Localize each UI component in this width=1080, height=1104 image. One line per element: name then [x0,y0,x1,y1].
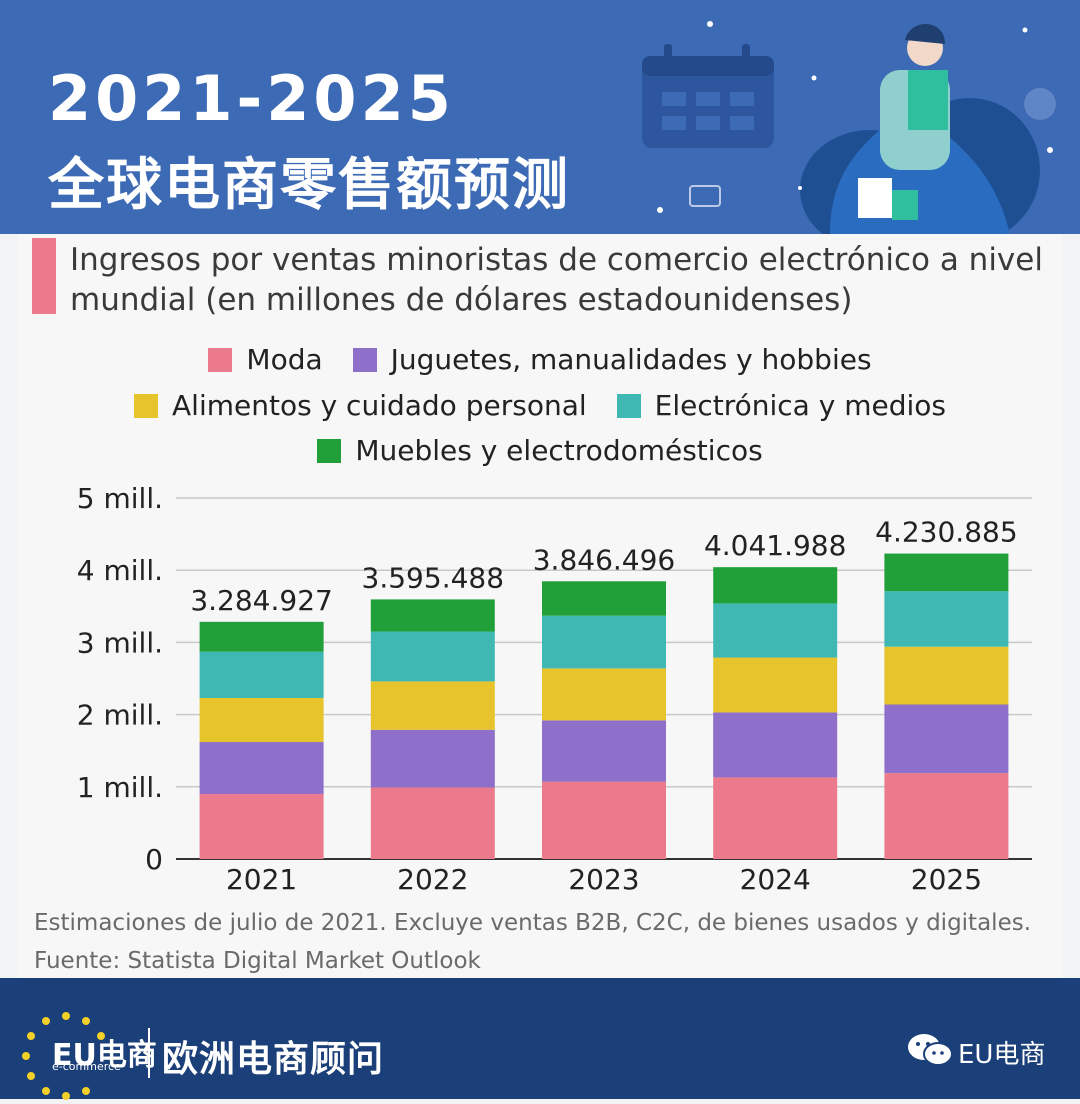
bar-segment-2022-3 [370,631,495,682]
bar-segment-2023-3 [542,615,666,669]
legend-label-alimentos: Alimentos y cuidado personal [172,389,587,422]
bar-segment-2024-4 [713,567,838,604]
bar-segment-2021-0 [199,794,324,859]
legend-item-electronica: Electrónica y medios [616,389,946,422]
bar-total-label: 3.846.496 [533,543,676,576]
y-tick-label: 0 [145,843,163,876]
ecommerce-illustration [642,21,1056,234]
x-tick-label: 2023 [568,863,639,896]
x-tick-label: 2024 [740,863,811,896]
bar-segment-2024-3 [713,603,838,658]
legend-label-moda: Moda [246,343,323,376]
chart-subtitle: Ingresos por ventas minoristas de comerc… [70,242,1043,318]
bar-segment-2021-1 [199,742,324,795]
bar-segment-2023-2 [542,668,666,721]
legend-swatch-alimentos [134,393,159,418]
brand-name: 欧洲电商顾问 [162,1039,385,1080]
bar-segment-2023-1 [542,720,666,782]
bar-segment-2022-1 [370,729,495,788]
bar-total-label: 3.284.927 [190,584,333,617]
wechat-icon [908,1034,953,1066]
subtitle-accent-bar [32,238,56,314]
bar-segment-2025-2 [884,646,1009,705]
x-tick-label: 2021 [226,863,297,896]
logo-divider [148,1028,150,1078]
bar-total-label: 4.041.988 [704,529,847,562]
x-tick-label: 2025 [911,863,982,896]
bar-segment-2023-4 [542,581,666,616]
legend-swatch-muebles [317,438,342,463]
bar-segment-2025-1 [884,704,1009,774]
bar-segment-2022-0 [370,787,495,859]
bar-segment-2024-1 [713,712,838,778]
y-tick-label: 2 mill. [77,699,163,732]
legend-label-juguetes: Juguetes, manualidades y hobbies [390,343,872,376]
title-years: 2021-2025 [48,62,455,135]
bar-segment-2025-4 [884,553,1009,592]
bar-total-label: 3.595.488 [362,561,505,594]
title-chinese: 全球电商零售额预测 [48,153,570,218]
bar-segment-2021-3 [199,651,324,698]
bar-segment-2022-4 [370,599,495,632]
bar-segment-2023-0 [542,781,666,859]
bar-segment-2025-0 [884,773,1009,859]
bar-segment-2025-3 [884,591,1009,647]
bar-segment-2024-2 [713,657,838,713]
legend-item-alimentos: Alimentos y cuidado personal [134,389,587,422]
legend-row-2: Alimentos y cuidado personal Electrónica… [0,389,1080,422]
legend-row-1: Moda Juguetes, manualidades y hobbies [0,343,1080,376]
legend-row-3: Muebles y electrodomésticos [0,434,1080,467]
header-banner: 2021-2025 全球电商零售额预测 [0,0,1080,234]
wechat-account: EU电商 [958,1040,1046,1070]
legend-label-muebles: Muebles y electrodomésticos [355,434,763,467]
eu-stars-icon [22,1012,105,1100]
eu-logo-text: EU电商 [52,1038,157,1073]
bar-segment-2021-2 [199,697,324,743]
bar-segment-2024-0 [713,777,838,859]
footer-bar [0,978,1080,1099]
footnote-source: Fuente: Statista Digital Market Outlook [34,948,481,974]
bar-total-label: 4.230.885 [875,516,1018,549]
eu-logo-subtext: e-commerce [52,1060,121,1073]
footnote-note: Estimaciones de julio de 2021. Excluye v… [34,910,1032,936]
y-tick-label: 4 mill. [77,554,163,587]
legend-item-juguetes: Juguetes, manualidades y hobbies [352,343,872,376]
legend-swatch-juguetes [352,347,377,372]
x-tick-label: 2022 [397,863,468,896]
legend-label-electronica: Electrónica y medios [654,389,946,422]
legend-swatch-moda [208,347,233,372]
y-tick-label: 3 mill. [77,626,163,659]
legend-item-moda: Moda [208,343,323,376]
bar-segment-2022-2 [370,681,495,730]
bar-segment-2021-4 [199,621,324,652]
y-tick-label: 1 mill. [77,771,163,804]
legend-item-muebles: Muebles y electrodomésticos [317,434,763,467]
stacked-bar-chart: 0 1 mill. 2 mill. 3 mill. 4 mill. 5 mill. 3.28… [77,482,1032,896]
y-tick-label: 5 mill. [77,482,163,515]
legend-swatch-electronica [616,393,641,418]
